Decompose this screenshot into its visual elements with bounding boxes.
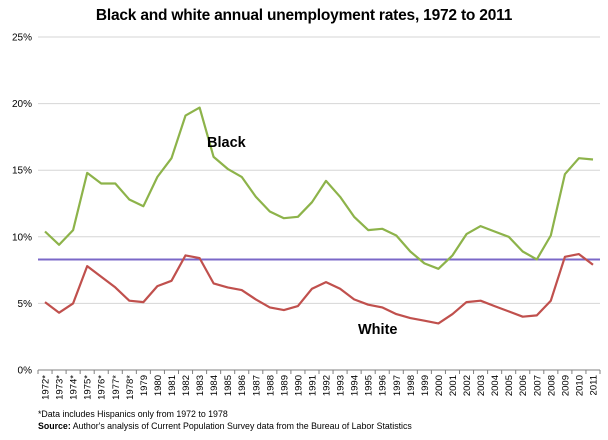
x-tick-label: 1989: [279, 375, 290, 396]
x-tick-label: 1977*: [111, 375, 122, 400]
series-line-black: [44, 106, 594, 270]
x-tick-label: 2002: [462, 375, 473, 396]
x-tick-label: 1988: [265, 375, 276, 396]
x-tick-label: 2005: [504, 375, 515, 396]
x-tick-label: 1995: [364, 375, 375, 396]
series-label-white: White: [358, 322, 397, 338]
y-tick-label: 15%: [12, 166, 32, 177]
x-tick-label: 2009: [560, 375, 571, 396]
y-tick-label: 10%: [12, 232, 32, 243]
x-tick-label: 1981: [167, 375, 178, 396]
x-tick-label: 1985: [223, 375, 234, 396]
x-tick-label: 1983: [195, 375, 206, 396]
x-tick-label: 2007: [532, 375, 543, 396]
x-tick-label: 1999: [420, 375, 431, 396]
y-tick-label: 0%: [18, 366, 33, 377]
x-tick-label: 2000: [434, 375, 445, 396]
x-tick-label: 2001: [448, 375, 459, 396]
x-tick-label: 1994: [350, 375, 361, 396]
y-tick-label: 25%: [12, 33, 32, 44]
x-tick-label: 1993: [336, 375, 347, 396]
x-tick-label: 2010: [574, 375, 585, 396]
series-line-white: [44, 253, 594, 325]
x-tick-label: 2004: [490, 375, 501, 396]
chart-title: Black and white annual unemployment rate…: [95, 7, 513, 24]
x-tick-label: 2006: [518, 375, 529, 396]
series-label-black: Black: [207, 135, 247, 151]
x-tick-label: 1978*: [125, 375, 136, 400]
x-tick-label: 1990: [293, 375, 304, 396]
x-tick-label: 1997: [392, 375, 403, 396]
x-tick-label: 1998: [406, 375, 417, 396]
source-text: Author's analysis of Current Population …: [70, 421, 412, 431]
x-tick-label: 1975*: [83, 375, 94, 400]
x-tick-label: 1976*: [97, 375, 108, 400]
x-tick-label: 1992: [322, 375, 333, 396]
x-tick-label: 1991: [307, 375, 318, 396]
x-tick-label: 2003: [476, 375, 487, 396]
x-tick-label: 1996: [378, 375, 389, 396]
source-note: Source: Author's analysis of Current Pop…: [38, 421, 412, 431]
x-tick-label: 1972*: [41, 375, 52, 400]
x-tick-label: 1982: [181, 375, 192, 396]
y-tick-label: 20%: [12, 99, 32, 110]
x-tick-label: 1986: [237, 375, 248, 396]
x-tick-label: 2008: [546, 375, 557, 396]
x-tick-label: 1980: [153, 375, 164, 396]
x-tick-label: 1979: [139, 375, 150, 396]
x-tick-label: 1974*: [69, 375, 80, 400]
x-tick-label: 1987: [251, 375, 262, 396]
y-tick-label: 5%: [18, 299, 33, 310]
x-tick-label: 1984: [209, 375, 220, 396]
source-label: Source:: [38, 421, 71, 431]
x-tick-label: 1973*: [55, 375, 66, 400]
x-tick-label: 2011: [588, 375, 599, 395]
footnote: *Data includes Hispanics only from 1972 …: [38, 409, 228, 419]
